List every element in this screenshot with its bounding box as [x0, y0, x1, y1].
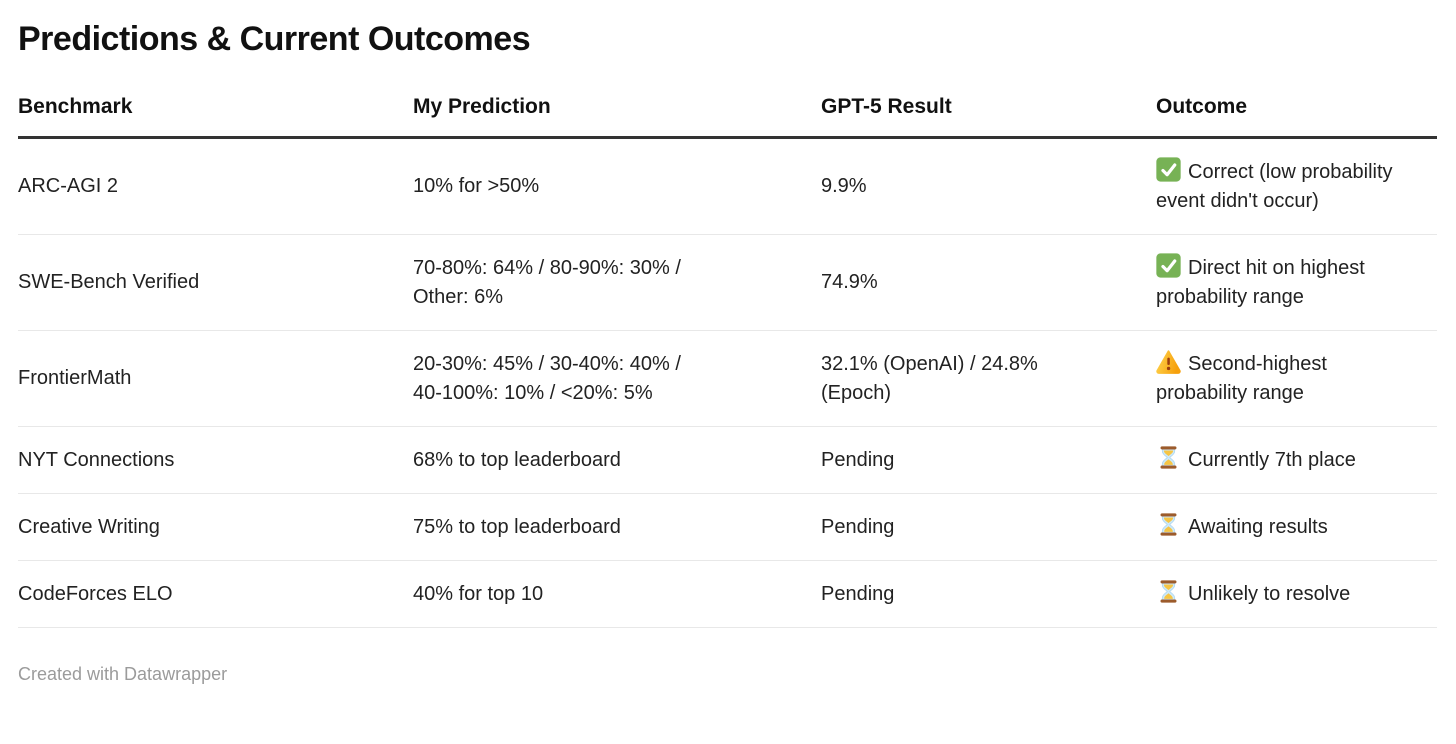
page-title: Predictions & Current Outcomes: [18, 20, 531, 58]
benchmark-cell: ARC-AGI 2: [18, 137, 413, 235]
column-header-outcome: Outcome: [1156, 95, 1437, 139]
table-row: CodeForces ELO 40% for top 10 Pending Un…: [18, 560, 1437, 628]
result-cell: 32.1% (OpenAI) / 24.8% (Epoch): [821, 330, 1156, 427]
outcome-cell: Direct hit on highest probability range: [1156, 234, 1437, 331]
outcome-cell: Awaiting results: [1156, 493, 1437, 561]
hourglass-emoji-icon: [1156, 512, 1181, 537]
result-cell: Pending: [821, 426, 1156, 494]
result-cell: Pending: [821, 493, 1156, 561]
hourglass-emoji-icon: [1156, 445, 1181, 470]
prediction-cell: 40% for top 10: [413, 560, 821, 628]
prediction-cell: 10% for >50%: [413, 137, 821, 235]
table-row: NYT Connections 68% to top leaderboard P…: [18, 426, 1437, 494]
outcome-text: Awaiting results: [1188, 516, 1328, 538]
table-row: ARC-AGI 2 10% for >50% 9.9% Correct (low…: [18, 137, 1437, 235]
check-emoji-icon: [1156, 253, 1181, 278]
prediction-cell: 20-30%: 45% / 30-40%: 40% / 40-100%: 10%…: [413, 330, 821, 427]
outcome-cell: Correct (low probability event didn't oc…: [1156, 137, 1437, 235]
table-row: FrontierMath 20-30%: 45% / 30-40%: 40% /…: [18, 330, 1437, 427]
prediction-cell: 75% to top leaderboard: [413, 493, 821, 561]
prediction-cell: 70-80%: 64% / 80-90%: 30% / Other: 6%: [413, 234, 821, 331]
hourglass-emoji-icon: [1156, 579, 1181, 604]
chart-container: Predictions & Current Outcomes Benchmark…: [18, 20, 1437, 685]
check-emoji-icon: [1156, 157, 1181, 182]
result-cell: 9.9%: [821, 137, 1156, 235]
outcome-text: Currently 7th place: [1188, 449, 1356, 471]
predictions-table: Benchmark My Prediction GPT-5 Result Out…: [18, 95, 1437, 628]
benchmark-cell: SWE-Bench Verified: [18, 234, 413, 331]
table-row: SWE-Bench Verified 70-80%: 64% / 80-90%:…: [18, 234, 1437, 331]
outcome-text: Direct hit on highest probability range: [1156, 257, 1365, 308]
datawrapper-credit[interactable]: Created with Datawrapper: [18, 664, 1437, 685]
result-cell: 74.9%: [821, 234, 1156, 331]
table-header-row: Benchmark My Prediction GPT-5 Result Out…: [18, 95, 1437, 139]
result-cell: Pending: [821, 560, 1156, 628]
column-header-benchmark: Benchmark: [18, 95, 413, 139]
column-header-gpt5-result: GPT-5 Result: [821, 95, 1156, 139]
benchmark-cell: CodeForces ELO: [18, 560, 413, 628]
outcome-text: Second-highest probability range: [1156, 353, 1327, 404]
warning-emoji-icon: [1156, 349, 1181, 374]
outcome-cell: Unlikely to resolve: [1156, 560, 1437, 628]
table-row: Creative Writing 75% to top leaderboard …: [18, 493, 1437, 561]
benchmark-cell: NYT Connections: [18, 426, 413, 494]
outcome-text: Unlikely to resolve: [1188, 583, 1351, 605]
column-header-my-prediction: My Prediction: [413, 95, 821, 139]
outcome-cell: Second-highest probability range: [1156, 330, 1437, 427]
credit-text[interactable]: Created with Datawrapper: [18, 664, 228, 684]
outcome-text: Correct (low probability event didn't oc…: [1156, 161, 1393, 212]
prediction-cell: 68% to top leaderboard: [413, 426, 821, 494]
benchmark-cell: Creative Writing: [18, 493, 413, 561]
outcome-cell: Currently 7th place: [1156, 426, 1437, 494]
benchmark-cell: FrontierMath: [18, 330, 413, 427]
